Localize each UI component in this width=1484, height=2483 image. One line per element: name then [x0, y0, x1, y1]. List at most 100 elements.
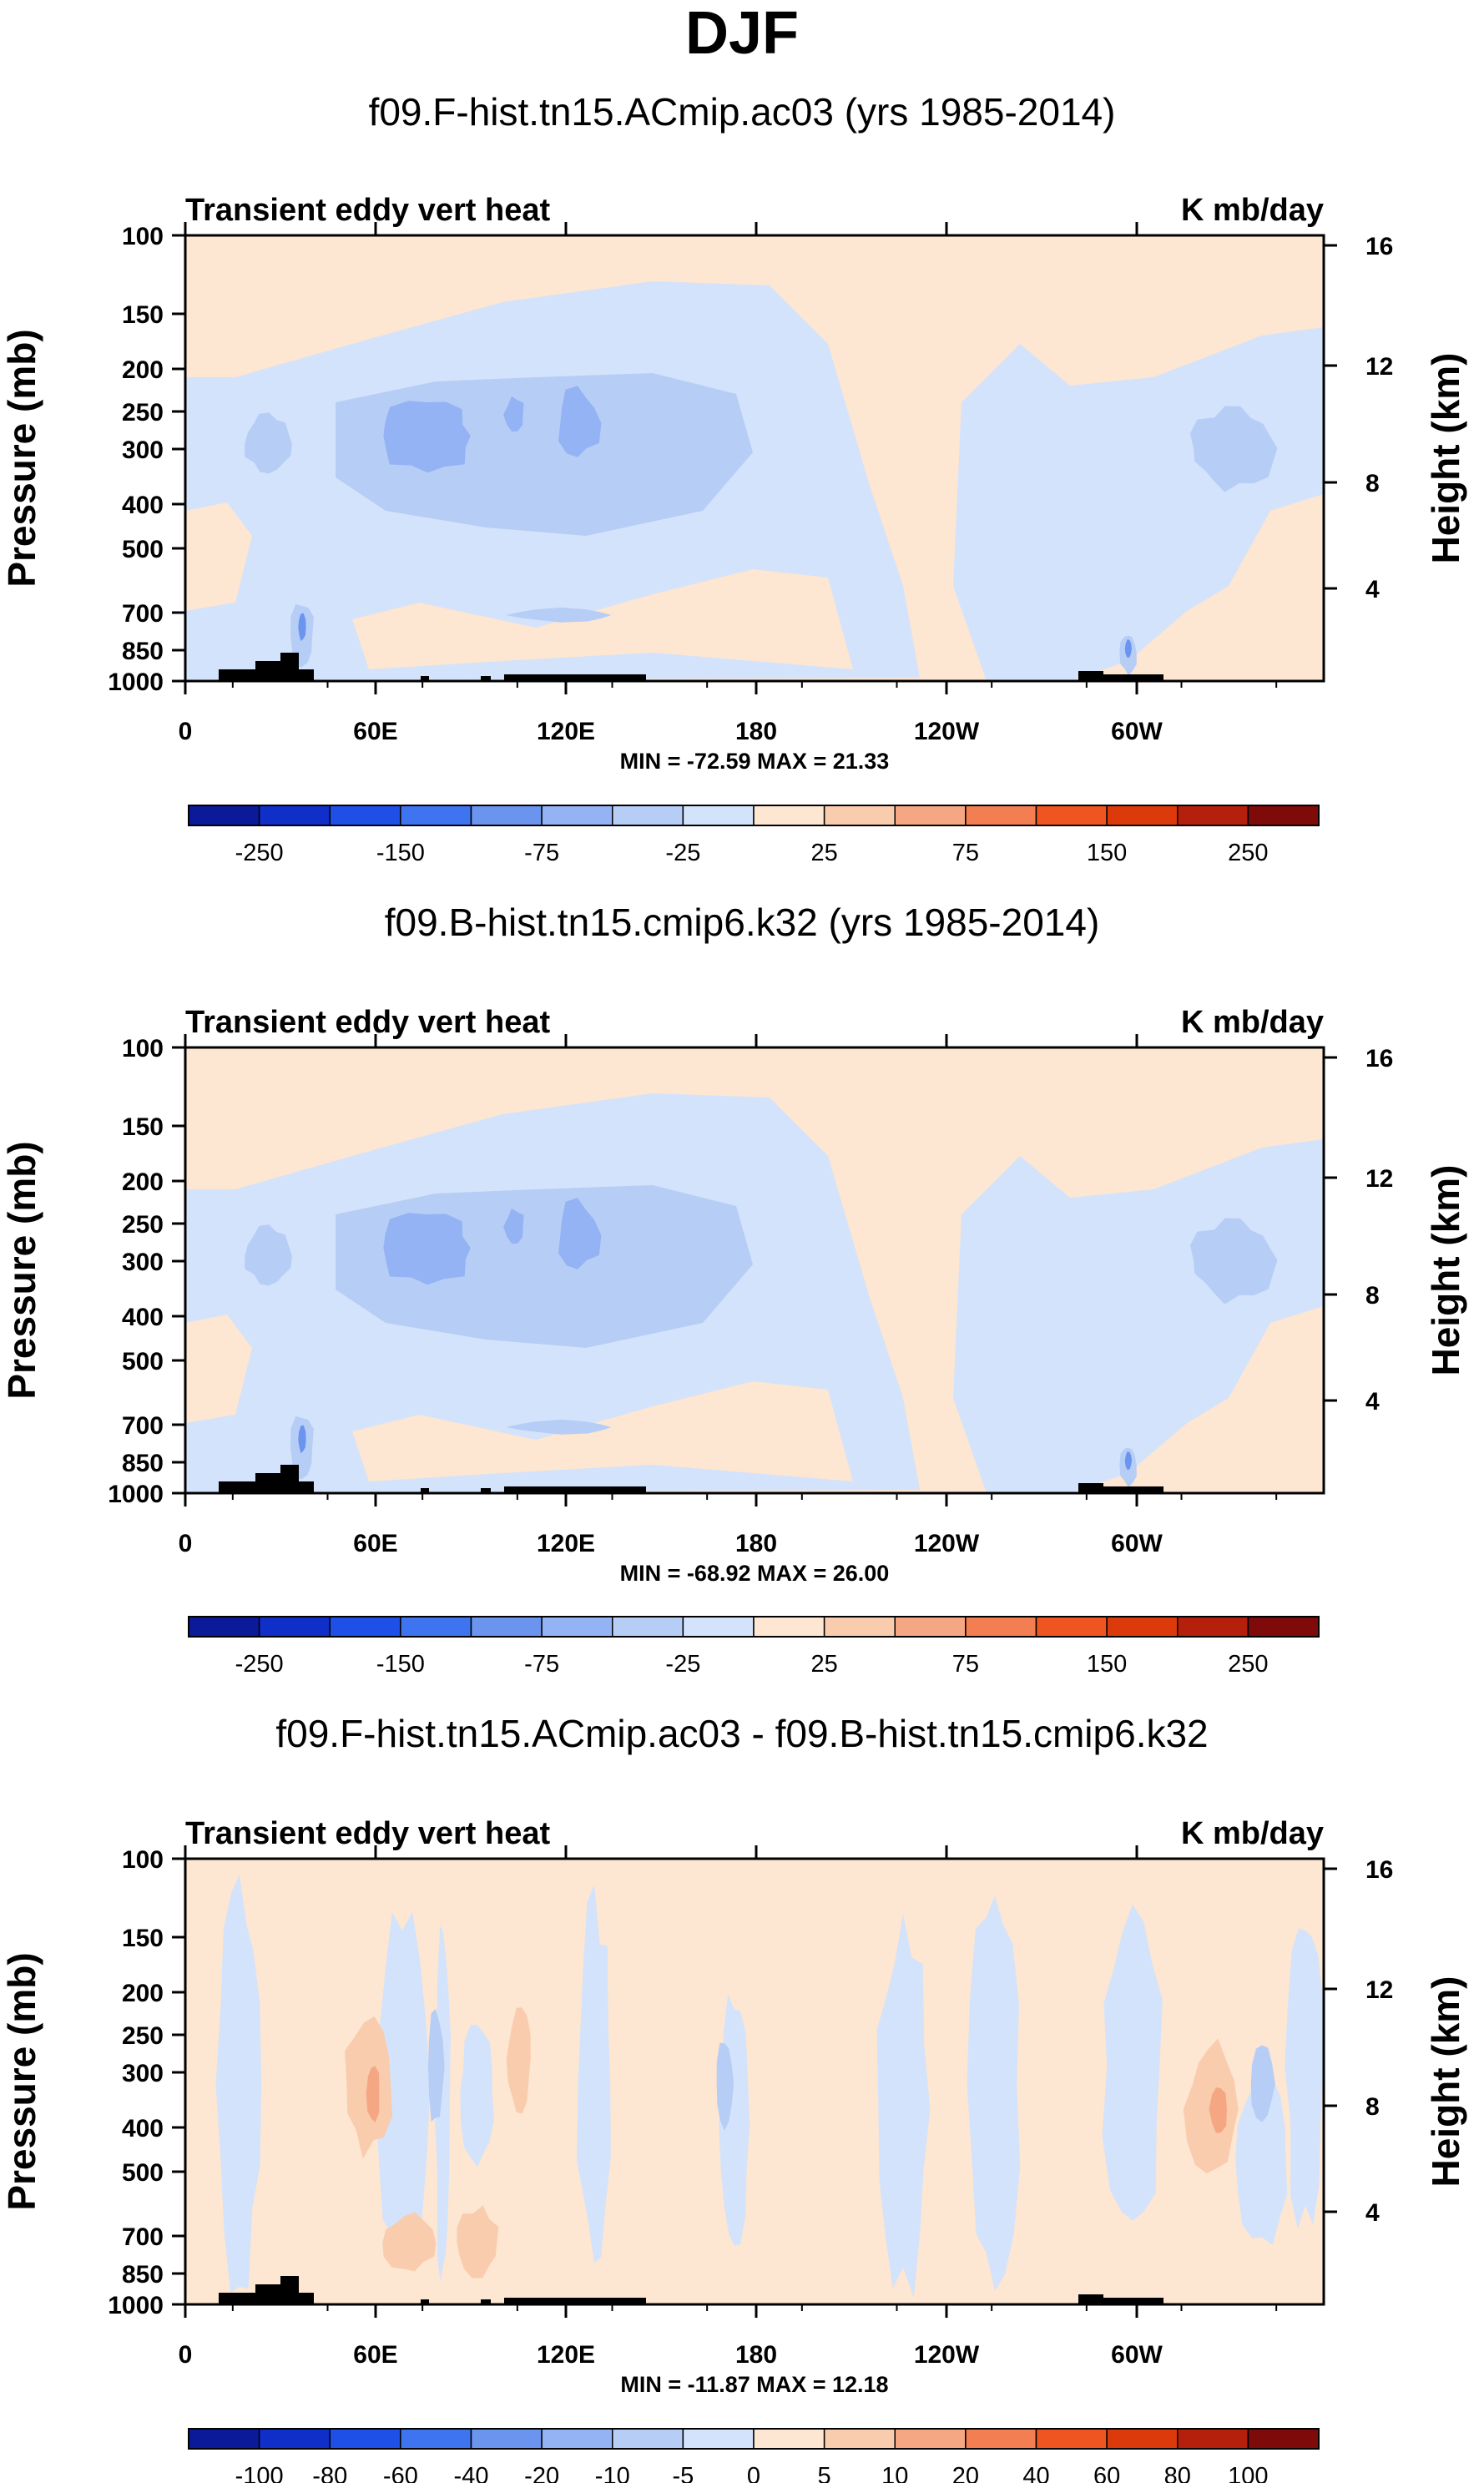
contour-difference-warm-core-2 — [1209, 2087, 1227, 2133]
colorbar-label: -250 — [235, 1651, 284, 1678]
contour-right-peach-region — [1237, 494, 1324, 669]
colorbar-box — [541, 2428, 613, 2450]
panel-2-topography-3 — [299, 1481, 314, 1493]
colorbar-box — [329, 2428, 401, 2450]
contour-difference-warm-4 — [457, 2205, 499, 2279]
contour-left-peach-region — [185, 1315, 252, 1423]
y-tick-label: 100 — [122, 1846, 164, 1874]
contour-difference-blue-streak-7 — [967, 1895, 1021, 2291]
x-tick-label: 180 — [735, 718, 777, 745]
x-tick-label: 60E — [353, 2341, 397, 2369]
colorbar-label: -25 — [665, 1651, 700, 1678]
x-tick-label: 120E — [537, 2341, 595, 2369]
x-tick-label: 60W — [1111, 2341, 1163, 2369]
right-tick-label: 4 — [1365, 576, 1380, 603]
contour-lower-peach-region — [352, 569, 853, 669]
x-tick-label: 60W — [1111, 718, 1163, 745]
x-tick-label: 120W — [914, 718, 980, 745]
colorbar-box — [258, 805, 331, 826]
contour-dark-blue-core-2 — [558, 1198, 602, 1269]
panel-2-topography-1 — [255, 1473, 280, 1493]
left-string-label: Transient eddy vert heat — [185, 193, 550, 228]
contour-dark-blue-core-3 — [503, 1208, 524, 1244]
contour-medium-blue-west — [245, 1224, 292, 1286]
colorbar-label: -150 — [376, 1651, 425, 1678]
x-tick-label: 0 — [179, 718, 193, 745]
colorbar-box — [965, 805, 1037, 826]
colorbar-label: 0 — [747, 2463, 760, 2483]
right-tick-label: 16 — [1365, 233, 1393, 260]
colorbar-frame — [188, 1616, 1320, 1638]
colorbar-box — [753, 2428, 825, 2450]
left-string-label: Transient eddy vert heat — [185, 1005, 550, 1040]
panel-3-topography-7 — [1078, 2294, 1103, 2304]
colorbar-label: -75 — [524, 840, 559, 866]
colorbar-box — [1035, 805, 1108, 826]
y-tick-label: 850 — [122, 2261, 164, 2289]
panel-3-topography-2 — [280, 2276, 299, 2304]
panel-1-topography-3 — [299, 669, 314, 681]
colorbar-label: -25 — [665, 840, 700, 866]
colorbar-box — [1177, 1616, 1249, 1638]
y-tick-label: 1000 — [108, 669, 164, 696]
y-tick-label: 150 — [122, 301, 164, 329]
y-tick-label: 250 — [122, 399, 164, 426]
y-tick-label: 850 — [122, 638, 164, 665]
panel-2-topography-0 — [219, 1481, 255, 1493]
contour-difference-blue-streak-9 — [1235, 2069, 1288, 2246]
contour-medium-blue-east — [1189, 406, 1278, 492]
panel-title: f09.F-hist.tn15.ACmip.ac03 (yrs 1985-201… — [369, 90, 1116, 134]
panel-1-topography-1 — [255, 661, 280, 681]
right-tick-label: 4 — [1365, 1388, 1380, 1416]
colorbar-label: 250 — [1228, 840, 1268, 866]
y-axis-label: Pressure (mb) — [0, 329, 43, 587]
y-tick-label: 300 — [122, 2060, 164, 2087]
contour-dark-blue-core-4 — [298, 1425, 306, 1454]
colorbar-box — [470, 1616, 543, 1638]
colorbar-label: -75 — [524, 1651, 559, 1678]
y-axis-label: Pressure (mb) — [0, 1141, 43, 1399]
plot-frame — [184, 1857, 1325, 2306]
panel-2-topography-2 — [280, 1465, 299, 1493]
contour-field — [185, 1047, 1324, 1493]
right-tick-label: 12 — [1365, 1976, 1393, 2004]
right-tick-label: 12 — [1365, 1165, 1393, 1193]
right-axis-label: Height (km) — [1424, 1165, 1467, 1376]
figure-title: DJF — [684, 0, 800, 67]
colorbar-box — [1106, 805, 1179, 826]
contour-difference-blue-streak-3 — [460, 2025, 494, 2168]
y-tick-label: 200 — [122, 356, 164, 384]
y-tick-label: 400 — [122, 492, 164, 519]
colorbar-box — [753, 1616, 825, 1638]
colorbar-label: 75 — [952, 840, 979, 866]
right-tick-label: 12 — [1365, 353, 1393, 381]
y-tick-label: 250 — [122, 2022, 164, 2050]
x-tick-label: 60W — [1111, 1530, 1163, 1557]
colorbar-label: -5 — [672, 2463, 694, 2483]
y-tick-label: 400 — [122, 2115, 164, 2142]
min-max-stats: MIN = -11.87 MAX = 12.18 — [620, 2372, 888, 2397]
contour-dark-blue-core-2 — [558, 386, 602, 457]
colorbar-box — [612, 2428, 684, 2450]
colorbar-box — [1106, 2428, 1179, 2450]
colorbar-box — [329, 1616, 401, 1638]
panel-1-topography-5 — [481, 676, 491, 681]
colorbar-box — [329, 805, 401, 826]
y-axis-label: Pressure (mb) — [0, 1952, 43, 2210]
y-tick-label: 100 — [122, 223, 164, 250]
colorbar: -100 -80 -60 -40 -20 -10 -5 0 5 10 20 40 60 80 100 — [188, 2428, 1320, 2483]
x-tick-label: 180 — [735, 2341, 777, 2369]
colorbar-label: -80 — [312, 2463, 347, 2483]
panel-2-topography-5 — [481, 1488, 491, 1493]
panel-3-topography-3 — [299, 2293, 314, 2304]
colorbar-label: 80 — [1164, 2463, 1191, 2483]
colorbar-box — [188, 1616, 260, 1638]
y-tick-label: 400 — [122, 1304, 164, 1331]
colorbar-label: 150 — [1087, 840, 1127, 866]
panel-1-topography-6 — [504, 674, 646, 681]
y-tick-label: 500 — [122, 536, 164, 563]
contour-lower-peach-region — [352, 1381, 853, 1481]
right-tick-label: 16 — [1365, 1856, 1393, 1884]
min-max-stats: MIN = -68.92 MAX = 26.00 — [620, 1561, 890, 1586]
colorbar-box — [188, 805, 260, 826]
